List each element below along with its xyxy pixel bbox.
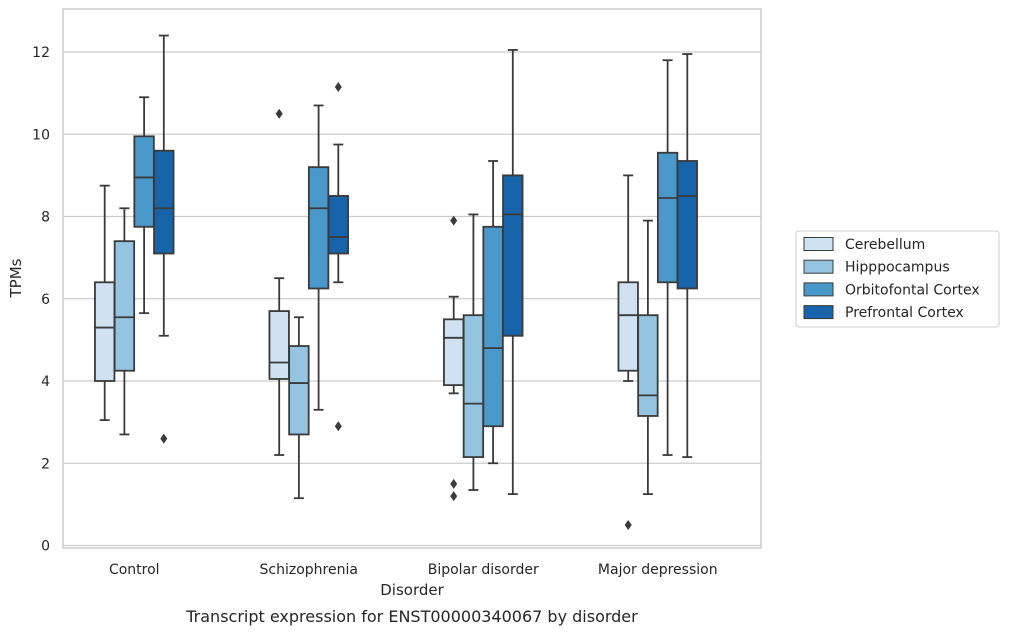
box-iqr (133, 135, 155, 228)
box-plot (617, 174, 639, 530)
outlier-point (450, 215, 458, 226)
x-tick-label: Bipolar disorder (428, 562, 539, 578)
box-plot (133, 96, 155, 315)
legend-label: Hipppocampus (845, 260, 950, 276)
box-iqr (307, 166, 330, 290)
box-plot (94, 184, 116, 421)
x-tick-label: Control (109, 562, 160, 578)
box-plot (462, 213, 485, 491)
legend-label: Prefrontal Cortex (845, 305, 964, 321)
legend: Cerebellum Hipppocampus Orbitofontal Corte… (795, 230, 1000, 328)
box-plot (502, 49, 524, 495)
box-iqr (443, 318, 465, 387)
y-tick-label: 10 (32, 127, 50, 143)
box-plot (268, 108, 290, 456)
box-plot (676, 53, 698, 458)
outlier-point (450, 491, 458, 502)
y-tick-label: 12 (32, 45, 50, 61)
box-iqr (288, 345, 310, 436)
y-tick-label: 2 (41, 456, 50, 472)
outlier-point (160, 433, 168, 444)
gridlines (63, 51, 761, 547)
legend-swatch (803, 237, 834, 251)
box-plot (288, 316, 310, 500)
legend-label: Orbitofontal Cortex (845, 282, 980, 298)
legend-label: Cerebellum (845, 237, 925, 253)
box-groups (94, 34, 698, 530)
x-tick-labels: Control Schizophrenia Bipolar disorder Majo… (109, 562, 718, 578)
box-iqr (153, 149, 175, 255)
box-iqr (617, 281, 639, 372)
box-plot (656, 59, 679, 456)
outlier-point (334, 421, 342, 432)
y-tick-labels: 0 2 4 6 8 10 12 (32, 45, 50, 555)
box-plot (637, 219, 659, 495)
x-tick-label: Schizophrenia (260, 562, 358, 578)
x-tick-label: Major depression (598, 562, 718, 578)
box-iqr (113, 240, 136, 372)
plot-frame (62, 8, 762, 549)
y-tick-label: 6 (41, 292, 50, 308)
box-plot (443, 215, 465, 502)
y-tick-label: 4 (41, 374, 50, 390)
x-axis-title: Disorder (380, 581, 444, 599)
outlier-point (624, 519, 632, 530)
chart-caption: Transcript expression for ENST0000034006… (185, 607, 638, 626)
box-iqr (94, 281, 116, 382)
y-tick-label: 0 (41, 539, 50, 555)
legend-frame (795, 230, 1000, 328)
legend-swatch (803, 259, 834, 274)
box-plot (482, 160, 504, 465)
box-iqr (502, 174, 524, 337)
legend-swatch (803, 282, 834, 297)
outlier-point (450, 478, 458, 489)
box-iqr (482, 225, 504, 428)
box-plot (307, 104, 330, 411)
box-iqr (462, 314, 485, 458)
y-tick-label: 8 (41, 210, 50, 226)
box-plot (153, 34, 175, 444)
box-iqr (676, 160, 698, 290)
legend-swatch (803, 305, 834, 320)
box-iqr (656, 151, 679, 284)
box-iqr (268, 310, 290, 380)
box-plot (327, 81, 349, 432)
y-axis-title: TPMs (7, 258, 25, 298)
outlier-point (275, 108, 283, 119)
box-plot (113, 207, 136, 436)
outlier-point (334, 81, 342, 92)
box-iqr (637, 314, 659, 417)
box-iqr (327, 195, 349, 255)
